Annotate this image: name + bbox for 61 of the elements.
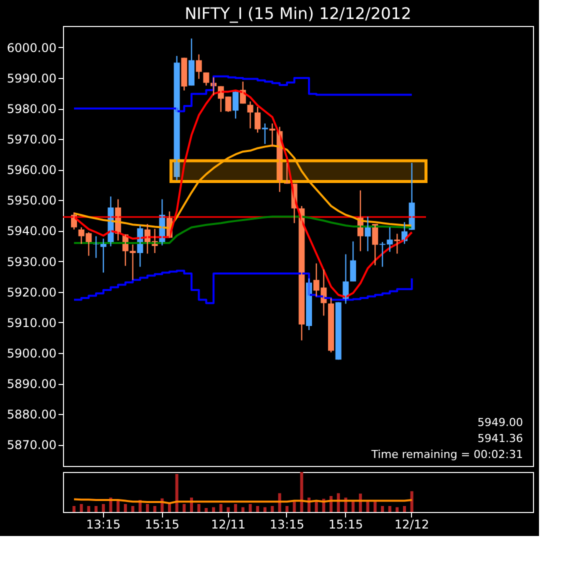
bar — [94, 506, 98, 512]
bar — [182, 504, 186, 512]
bar — [388, 506, 392, 512]
y-tick-label: 5880.00 — [6, 408, 56, 422]
candlestick — [335, 302, 342, 360]
bar — [204, 508, 208, 512]
text: 5949.00 — [478, 416, 523, 429]
bar — [87, 506, 90, 512]
bar — [175, 474, 178, 512]
bar — [396, 507, 399, 512]
bar — [80, 504, 83, 512]
bar — [248, 504, 252, 512]
x-tick-label: 13:15 — [270, 518, 304, 532]
y-tick-label: 5960.00 — [6, 163, 56, 178]
chart-title: NIFTY_I (15 Min) 12/12/2012 — [184, 4, 412, 23]
bar — [402, 506, 406, 512]
bar — [146, 504, 149, 512]
bar — [256, 506, 260, 512]
x-tick-label: 15:15 — [328, 518, 364, 532]
bar — [131, 506, 134, 512]
y-tick-label: 5980.00 — [6, 102, 56, 116]
text: 5941.36 — [478, 432, 523, 445]
y-tick-label: 5970.00 — [6, 132, 56, 147]
y-tick-label: 5940.00 — [6, 224, 56, 238]
bar — [153, 506, 156, 512]
bar — [285, 506, 288, 512]
bar — [380, 506, 384, 512]
y-tick-label: 6000.00 — [6, 40, 56, 55]
bar — [314, 502, 318, 512]
bar — [219, 504, 222, 512]
bar — [241, 507, 244, 512]
bar — [263, 507, 266, 512]
x-tick-label: 13:15 — [86, 518, 121, 532]
y-tick-label: 5930.00 — [6, 254, 56, 269]
bar — [124, 504, 127, 512]
y-tick-label: 5950.00 — [6, 194, 56, 208]
bar — [102, 504, 105, 512]
bar — [168, 504, 171, 512]
x-tick-label: 12/11 — [210, 518, 246, 532]
y-tick-label: 5870.00 — [6, 438, 56, 452]
bar — [116, 500, 120, 512]
y-tick-label: 5920.00 — [6, 285, 56, 300]
bar — [410, 491, 414, 512]
y-tick-label: 5890.00 — [6, 377, 56, 391]
y-tick-label: 5900.00 — [6, 346, 56, 360]
y-tick-label: 5990.00 — [6, 71, 56, 86]
bar — [374, 502, 377, 512]
bar — [197, 504, 200, 512]
bar — [292, 502, 296, 512]
bar — [212, 507, 216, 512]
bar — [226, 507, 230, 512]
bar — [352, 502, 355, 512]
annotation: Time remaining = 00:02:31 — [370, 448, 523, 461]
bar — [270, 506, 274, 512]
bar — [234, 504, 238, 512]
bar — [366, 502, 370, 512]
bar — [72, 506, 76, 512]
x-tick-label: 15:15 — [144, 518, 180, 532]
x-tick-label: 12/12 — [394, 518, 430, 532]
bar — [300, 472, 304, 512]
y-tick-label: 5910.00 — [6, 316, 56, 330]
